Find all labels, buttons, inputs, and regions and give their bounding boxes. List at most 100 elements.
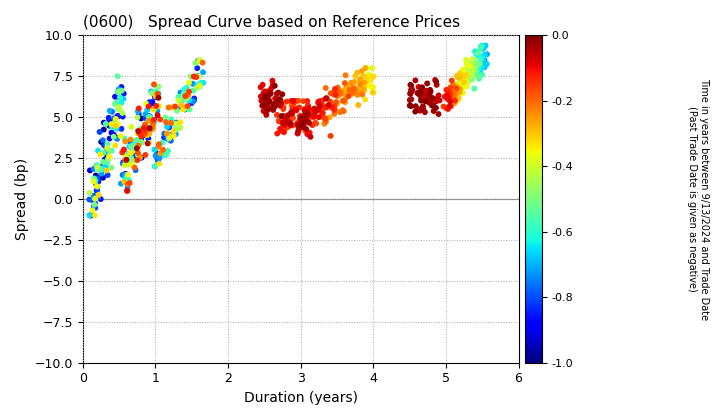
- Point: [269, 82, 280, 89]
- Point: [145, 126, 157, 132]
- Point: [454, 74, 465, 81]
- Point: [178, 105, 189, 112]
- Point: [152, 90, 163, 97]
- Point: [292, 122, 304, 129]
- Point: [258, 108, 269, 114]
- Point: [469, 58, 480, 65]
- Point: [182, 91, 194, 97]
- Point: [115, 133, 127, 139]
- Point: [461, 61, 472, 68]
- Point: [274, 96, 286, 103]
- Point: [320, 85, 331, 92]
- Point: [302, 98, 313, 105]
- Point: [111, 125, 122, 132]
- Point: [294, 113, 306, 119]
- Point: [120, 157, 131, 163]
- Point: [99, 166, 110, 173]
- Point: [164, 133, 176, 140]
- Point: [261, 102, 272, 109]
- Point: [108, 115, 120, 121]
- Point: [473, 75, 485, 82]
- Point: [279, 118, 291, 125]
- Point: [298, 122, 310, 129]
- Point: [132, 142, 144, 148]
- Point: [307, 109, 319, 116]
- Point: [404, 97, 415, 103]
- Point: [433, 92, 444, 99]
- Point: [302, 105, 314, 111]
- Point: [269, 100, 280, 107]
- Point: [189, 73, 201, 80]
- Point: [289, 97, 301, 104]
- Point: [450, 89, 462, 96]
- Point: [470, 50, 482, 57]
- Point: [446, 94, 458, 100]
- Point: [464, 63, 475, 69]
- Point: [364, 83, 376, 90]
- Point: [104, 108, 115, 114]
- Point: [117, 160, 129, 167]
- Point: [450, 81, 462, 88]
- Point: [139, 123, 150, 130]
- Point: [125, 154, 137, 161]
- Point: [115, 180, 127, 187]
- Point: [359, 79, 370, 86]
- Point: [329, 106, 341, 113]
- Point: [279, 121, 291, 128]
- Point: [146, 99, 158, 105]
- Point: [406, 87, 418, 94]
- Point: [359, 96, 371, 103]
- Point: [472, 52, 483, 59]
- Point: [120, 176, 131, 182]
- Point: [120, 138, 131, 145]
- Point: [274, 118, 285, 125]
- Point: [343, 93, 354, 100]
- Point: [456, 73, 468, 79]
- Point: [132, 142, 144, 149]
- Point: [356, 68, 368, 74]
- Point: [472, 70, 483, 77]
- Point: [302, 110, 314, 117]
- Point: [84, 212, 95, 219]
- Point: [457, 66, 469, 73]
- Point: [302, 102, 314, 109]
- Point: [319, 103, 330, 110]
- Point: [341, 83, 353, 89]
- Point: [341, 82, 352, 89]
- Point: [454, 82, 466, 89]
- Point: [152, 150, 163, 157]
- Point: [351, 92, 363, 98]
- Point: [296, 118, 307, 124]
- Point: [308, 113, 320, 119]
- Point: [90, 172, 102, 179]
- Point: [97, 150, 109, 156]
- Point: [181, 95, 193, 102]
- Point: [180, 89, 192, 96]
- Point: [125, 161, 137, 168]
- Point: [125, 155, 137, 162]
- Point: [285, 109, 297, 116]
- Point: [446, 103, 457, 110]
- Point: [287, 104, 298, 111]
- Point: [341, 89, 352, 96]
- Point: [340, 72, 351, 79]
- Point: [120, 171, 131, 178]
- Point: [287, 122, 298, 129]
- Point: [277, 119, 289, 126]
- Point: [444, 97, 456, 104]
- Point: [132, 157, 143, 163]
- Point: [271, 90, 282, 97]
- Point: [117, 110, 128, 116]
- Point: [462, 60, 474, 67]
- Point: [292, 129, 304, 136]
- Point: [104, 122, 115, 129]
- Point: [337, 107, 348, 113]
- Point: [142, 107, 153, 113]
- Point: [449, 89, 460, 95]
- Point: [342, 92, 354, 99]
- Point: [173, 125, 184, 132]
- Point: [182, 92, 194, 99]
- Point: [148, 117, 160, 123]
- Point: [148, 102, 160, 109]
- Point: [101, 151, 112, 158]
